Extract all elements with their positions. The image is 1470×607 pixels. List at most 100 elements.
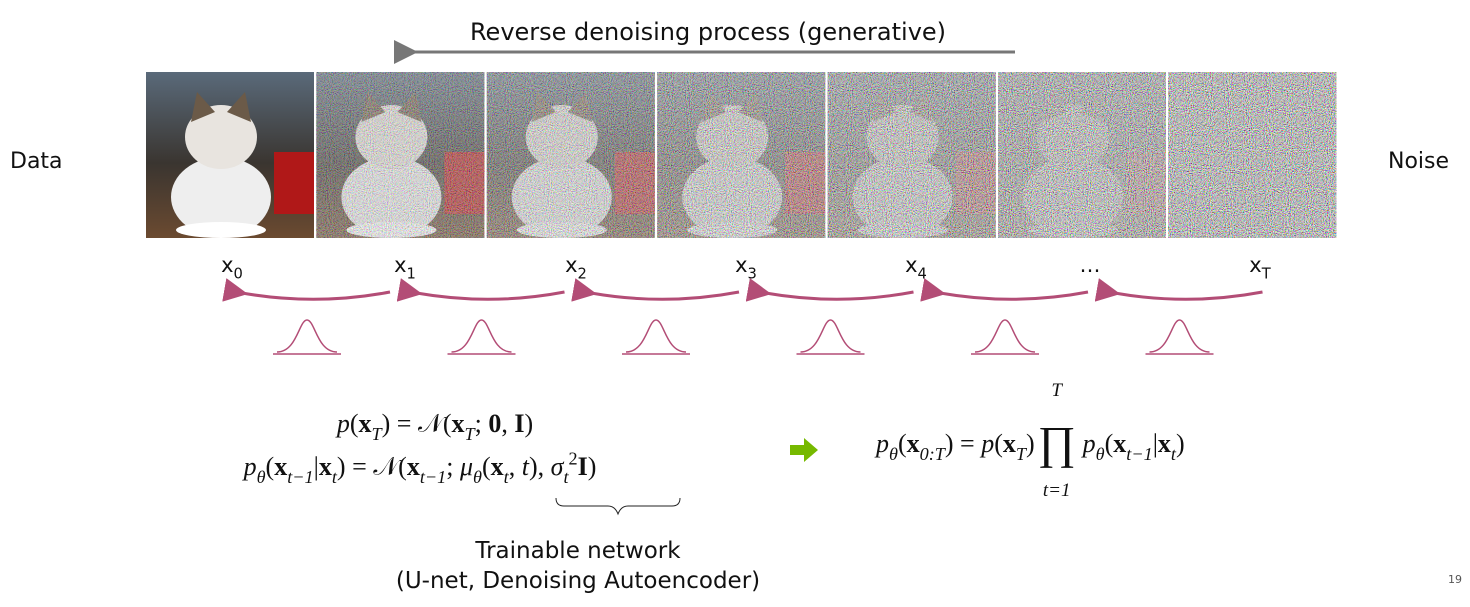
math-run: 0 (488, 409, 501, 438)
math-run: ( (898, 429, 907, 458)
step-label: x4 (905, 253, 927, 282)
equations: p(xT) = 𝒩(xT; 0, I)pθ(xt−1|xt) = 𝒩(xt−1;… (242, 380, 1185, 501)
gaussian (800, 319, 861, 353)
noise (316, 72, 485, 238)
math-run: ) = (337, 452, 373, 481)
math-run: x (274, 452, 287, 481)
math-run: t (563, 467, 569, 487)
math-run: 𝒩 (418, 409, 447, 438)
math-run: σ (551, 452, 565, 481)
math-run: ; (446, 452, 460, 481)
cat-paws (176, 222, 266, 238)
noise (657, 72, 826, 238)
math-run: x (1158, 429, 1171, 458)
math-run: t−1 (287, 467, 313, 487)
curved-arrow (571, 278, 740, 302)
noise (1168, 72, 1337, 238)
noise (827, 72, 996, 238)
math-run: ( (443, 409, 452, 438)
math-run: T (371, 424, 383, 444)
math-run: ), (529, 452, 551, 481)
math-run: x (452, 409, 465, 438)
math-run: x (565, 253, 577, 277)
gaussian (974, 319, 1036, 353)
equation: pθ(x0:T) = p(xT) (874, 429, 1035, 464)
math-run: , (509, 452, 522, 481)
math-run: | (314, 452, 319, 481)
math-run: 0:T (920, 444, 947, 464)
math-run: … (1080, 253, 1101, 277)
math-run: T (1016, 444, 1028, 464)
math-run: x (319, 452, 332, 481)
equation: pθ(xt−1|xt) (1081, 429, 1185, 464)
math-run: ) (1026, 429, 1035, 458)
math-run: x (1249, 253, 1261, 277)
math-run: p (242, 452, 257, 481)
product-upper: T (1051, 380, 1063, 401)
step-label: x1 (394, 253, 416, 282)
curved-arrow (745, 278, 914, 302)
math-run: I (514, 409, 524, 438)
gaussian (451, 319, 512, 353)
math-run: 𝒩 (373, 452, 402, 481)
math-run: 2 (578, 265, 587, 282)
math-run: p (335, 409, 350, 438)
math-run: t (522, 452, 530, 481)
math-run: x (491, 452, 504, 481)
math-run: x (394, 253, 406, 277)
math-run: θ (473, 467, 482, 487)
step-labels: x0 x1 x2 x3 x4… xT (221, 253, 1272, 282)
math-run: , (501, 409, 514, 438)
gaussian (1149, 319, 1210, 353)
math-run: ( (398, 452, 407, 481)
reverse-arrows (222, 278, 1263, 355)
math-run: ( (350, 409, 359, 438)
step-label: xT (1249, 253, 1271, 282)
product-symbol: ∏ (1038, 417, 1076, 468)
math-run: x (1113, 429, 1126, 458)
step-label: … (1080, 253, 1101, 277)
noisy-image (146, 72, 314, 238)
math-run: 2 (569, 449, 578, 469)
math-run: x (407, 452, 420, 481)
curved-arrow (222, 278, 391, 302)
math-run: x (735, 253, 747, 277)
underbrace (555, 497, 681, 516)
math-run: t (332, 467, 338, 487)
data-label: Data (10, 149, 63, 174)
math-run: p (1081, 429, 1096, 458)
math-run: ( (266, 452, 275, 481)
math-run: θ (889, 444, 898, 464)
math-run: θ (1096, 444, 1105, 464)
math-run: p (979, 429, 994, 458)
gaussian (276, 319, 338, 353)
cat-ears (191, 92, 251, 122)
step-label: x0 (221, 253, 243, 282)
noisy-image (827, 72, 996, 238)
math-run: t (504, 467, 510, 487)
equation: p(xT) = 𝒩(xT; 0, I) (335, 409, 533, 444)
math-run: x (221, 253, 233, 277)
noisy-image (316, 72, 485, 238)
math-run: 3 (748, 265, 757, 282)
math-run: μ (459, 452, 473, 481)
noisy-image (998, 72, 1166, 238)
math-run: θ (257, 467, 266, 487)
red-object (274, 152, 314, 214)
cat-head (185, 105, 257, 169)
noisy-image (486, 72, 655, 238)
math-run: t−1 (1126, 444, 1152, 464)
step-label: x3 (735, 253, 757, 282)
math-run: ( (1105, 429, 1114, 458)
math-run: ; (475, 409, 489, 438)
math-run: x (358, 409, 371, 438)
implies-arrow (790, 438, 818, 462)
math-run: I (578, 452, 588, 481)
math-run: x (1003, 429, 1016, 458)
curved-arrow (920, 278, 1089, 302)
math-run: T (1261, 265, 1272, 282)
annotation: (U-net, Denoising Autoencoder) (396, 568, 760, 594)
math-run: ) = (382, 409, 418, 438)
noisy-image (657, 72, 826, 238)
page-number: 19 (1448, 573, 1462, 586)
